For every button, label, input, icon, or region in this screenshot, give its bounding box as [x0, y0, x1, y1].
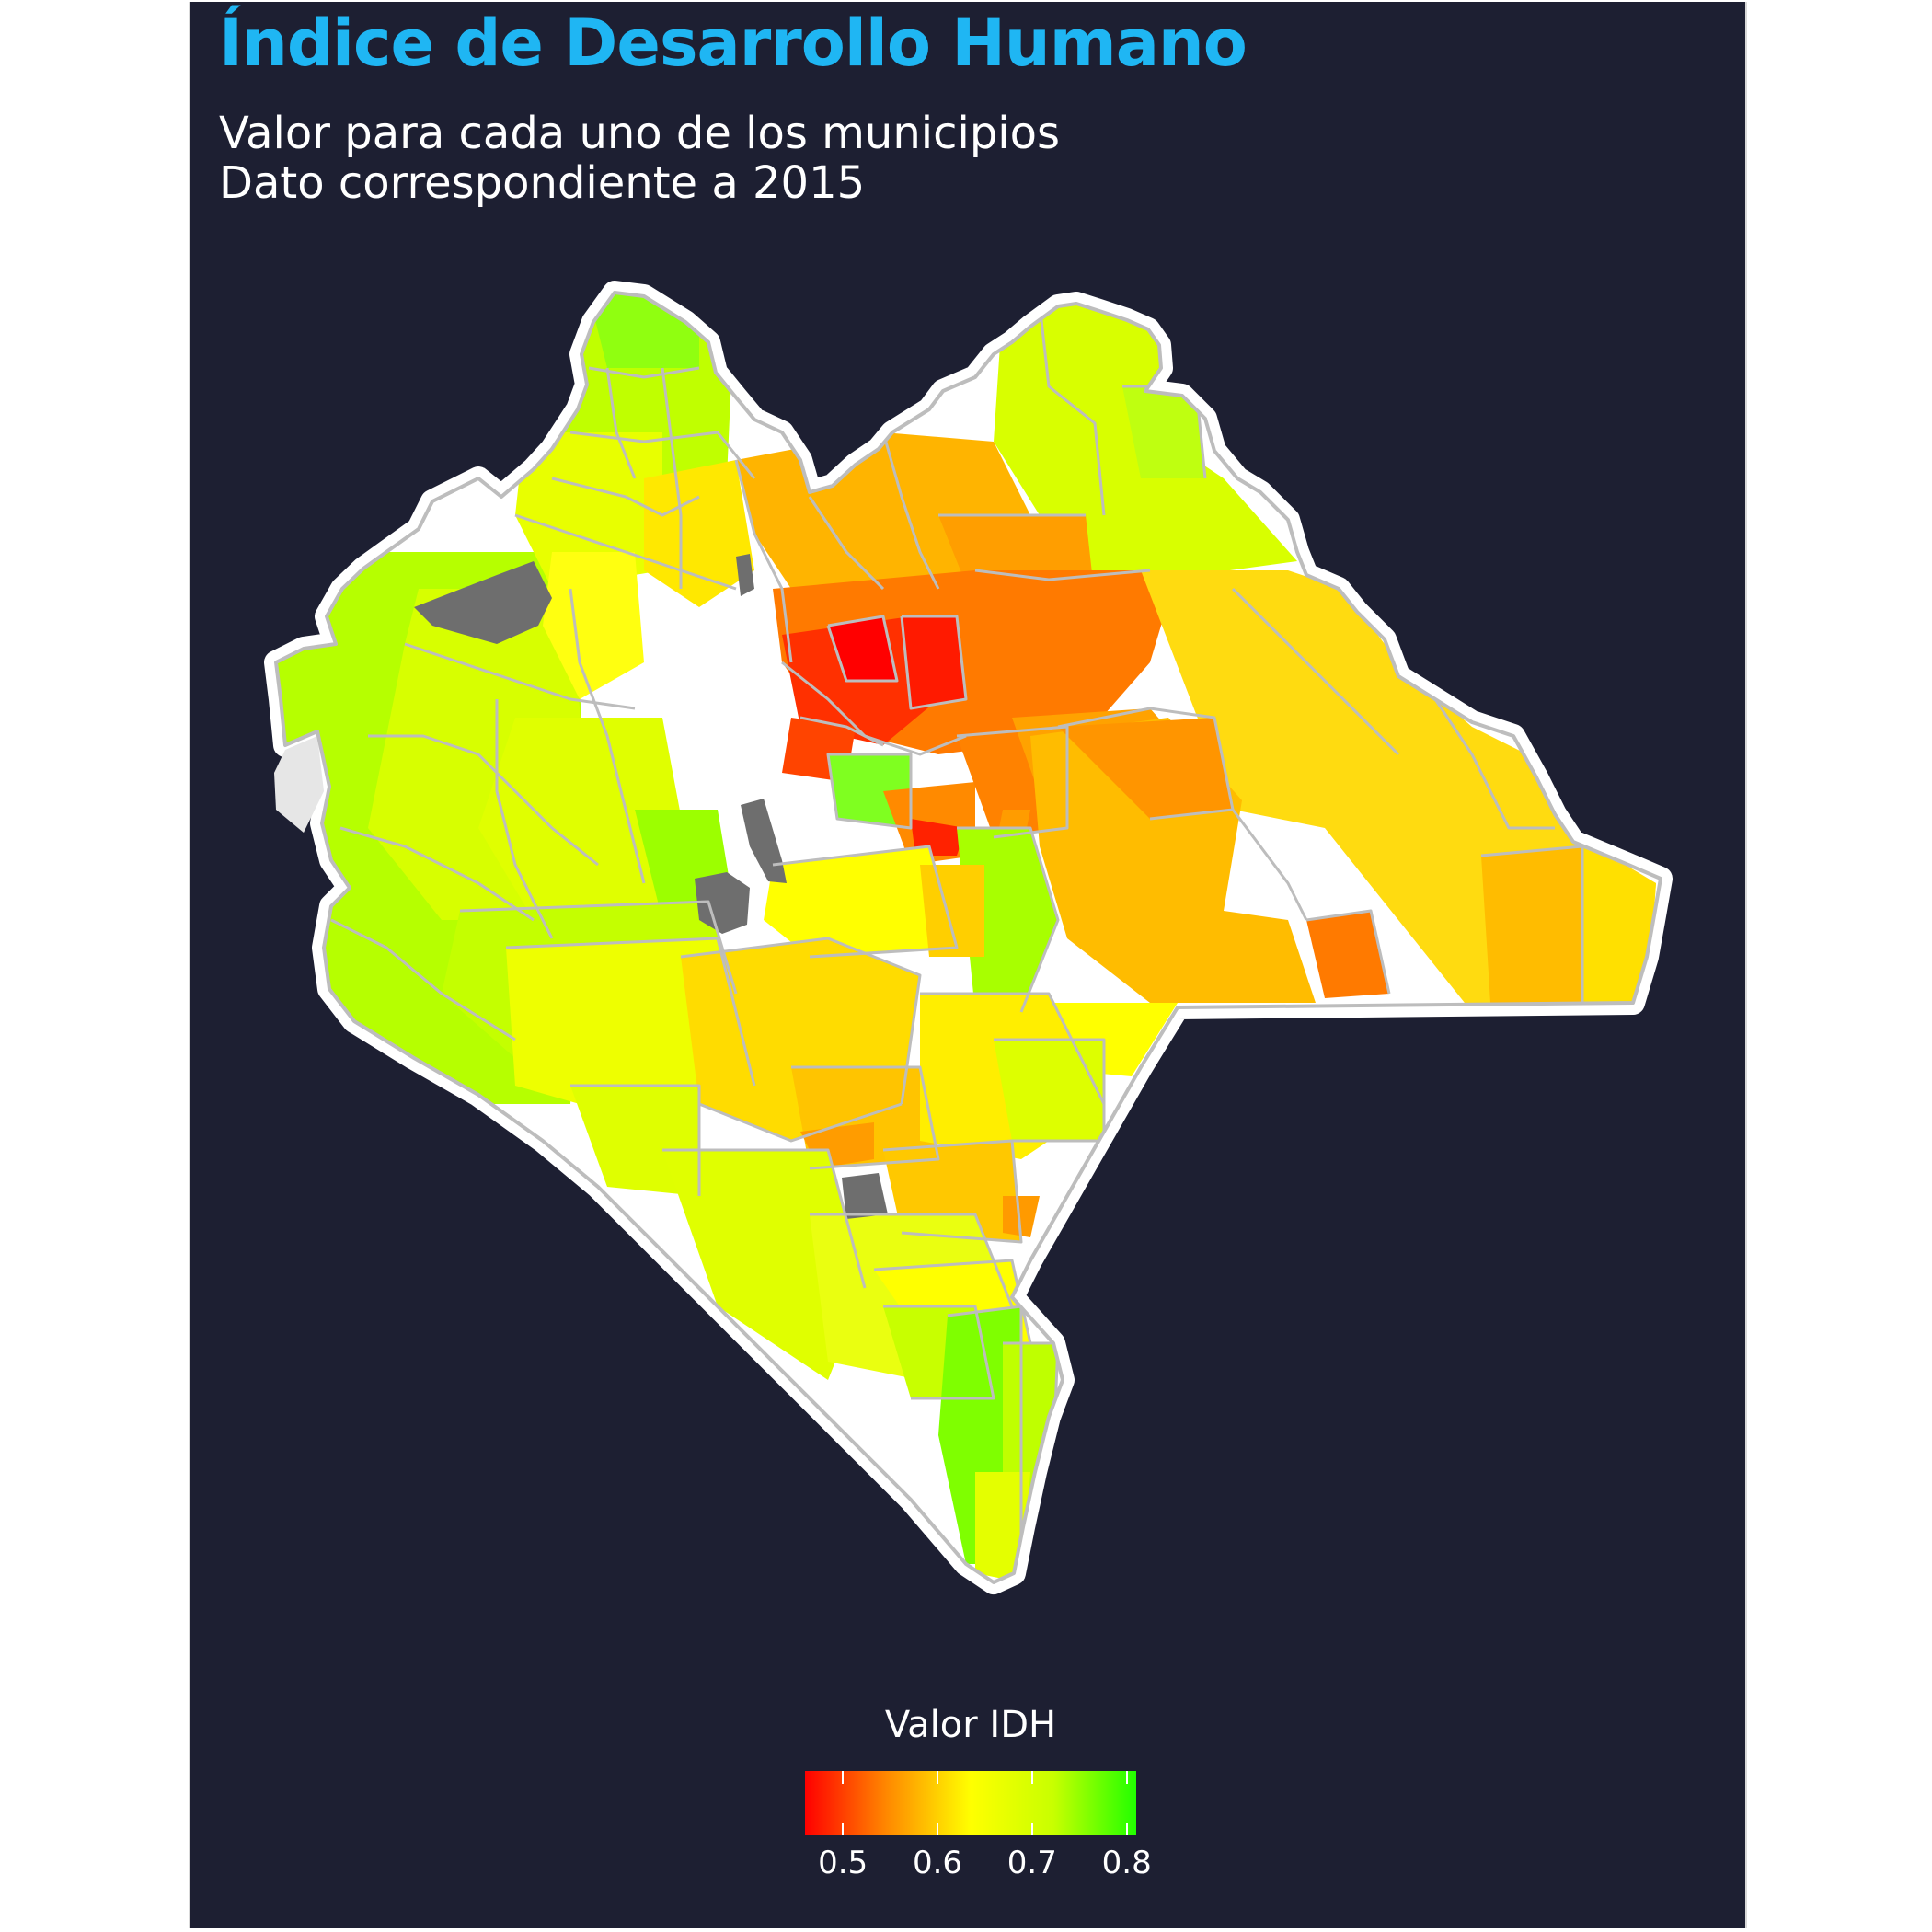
region-east-orange-3 [1306, 911, 1389, 998]
missing-south [842, 1173, 888, 1219]
missing-north-west [414, 561, 552, 644]
missing-center-2 [695, 872, 750, 934]
region-central-yellow-2 [920, 865, 984, 957]
region-soconusco-lime [662, 1150, 865, 1380]
region-north-center-yellow [644, 460, 754, 607]
map-subtitle-line-1: Valor para cada uno de los municipios [219, 108, 1060, 159]
region-west-yellow [543, 552, 644, 699]
legend-tick-label: 0.8 [1101, 1845, 1152, 1881]
region-south-orange-2 [1003, 1196, 1040, 1237]
legend-tick-label: 0.7 [1006, 1845, 1057, 1881]
municipal-boundaries [330, 303, 1584, 1565]
region-highlands-red-2 [902, 616, 966, 708]
municipality-regions [276, 293, 1656, 1582]
legend-colorbar [805, 1771, 1136, 1835]
region-north-east-green [1122, 386, 1205, 478]
legend-tick-label: 0.5 [818, 1845, 868, 1881]
missing-center-1 [741, 799, 787, 883]
region-east-far-yellow [1582, 846, 1656, 1003]
legend-title: Valor IDH [884, 1704, 1057, 1746]
map-title: Índice de Desarrollo Humano [219, 6, 1248, 81]
missing-north [736, 554, 754, 596]
legend-tick-mark [937, 1771, 938, 1835]
map-subtitle-line-2: Dato correspondiente a 2015 [219, 157, 866, 209]
region-east-orange [1030, 718, 1316, 1003]
region-central-yellow [764, 846, 957, 957]
state-border [274, 291, 1662, 1584]
legend-tick-mark [1030, 1771, 1033, 1835]
region-east-orange-2 [1058, 718, 1233, 819]
region-south-lime-3 [994, 1040, 1104, 1141]
legend-tick-label: 0.6 [912, 1845, 963, 1881]
legend-tick-mark [1125, 1771, 1128, 1835]
region-center-west-lime [478, 718, 690, 920]
region-east-far-orange [1481, 846, 1582, 1003]
region-north-yellow [515, 432, 662, 589]
region-south-lime-2 [570, 1086, 699, 1196]
region-highlands-deepred [828, 616, 897, 681]
legend-tick-mark [842, 1771, 845, 1835]
